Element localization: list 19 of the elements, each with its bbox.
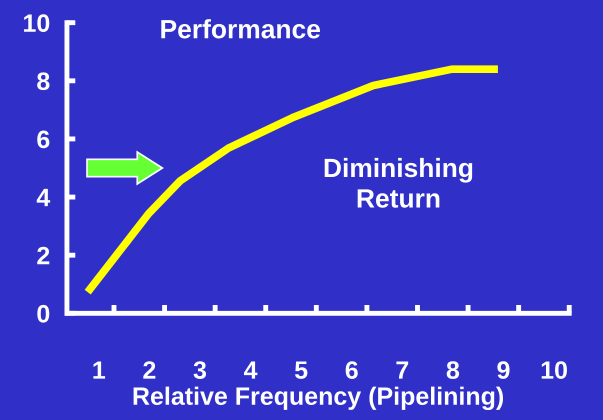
x-tick-label: 5 xyxy=(294,361,308,379)
y-tick-label: 8 xyxy=(37,72,50,90)
y-tick-label: 0 xyxy=(37,304,50,323)
x-tick-label: 1 xyxy=(93,361,106,379)
y-tick-label: 6 xyxy=(37,130,50,148)
y-tick-label: 10 xyxy=(24,14,50,32)
y-tick-label: 4 xyxy=(36,188,50,206)
x-tick-label: 10 xyxy=(542,361,567,379)
x-tick-label: 2 xyxy=(143,361,156,379)
annotation: Diminishing Return xyxy=(324,158,472,208)
y-tick-label: 2 xyxy=(37,246,50,264)
x-tick-label: 6 xyxy=(346,361,358,379)
x-axis-title: Relative Frequency (Pipelining) xyxy=(134,386,504,410)
x-tick-label: 3 xyxy=(194,361,206,379)
x-tick-label: 9 xyxy=(497,361,510,379)
x-tick-label: 8 xyxy=(446,361,460,379)
x-tick-label: 4 xyxy=(244,361,258,379)
y-axis-title: Performance xyxy=(161,19,320,38)
x-tick-label: 7 xyxy=(396,361,408,379)
